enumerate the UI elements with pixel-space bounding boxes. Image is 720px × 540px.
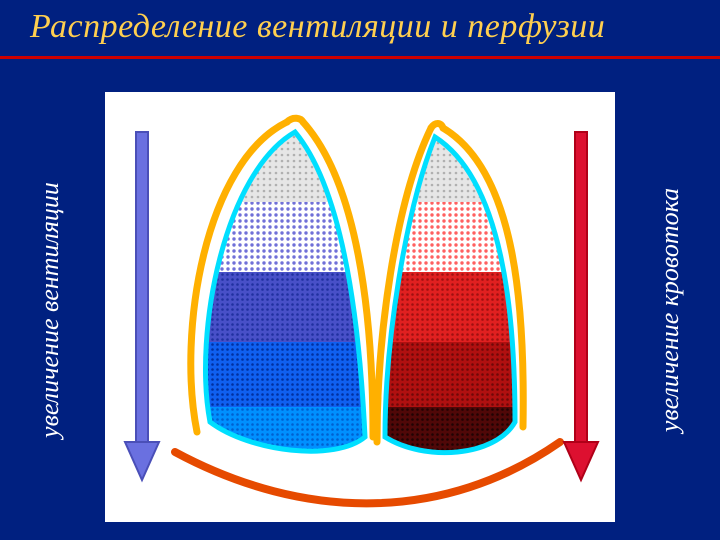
right-axis-label: увеличение кровотока <box>655 188 685 432</box>
left-axis-label: увеличение вентиляции <box>35 182 65 438</box>
lungs-diagram <box>105 92 615 522</box>
slide-root: Распределение вентиляции и перфузии увел… <box>0 0 720 540</box>
slide-title: Распределение вентиляции и перфузии <box>30 8 690 46</box>
title-underline <box>0 56 720 59</box>
